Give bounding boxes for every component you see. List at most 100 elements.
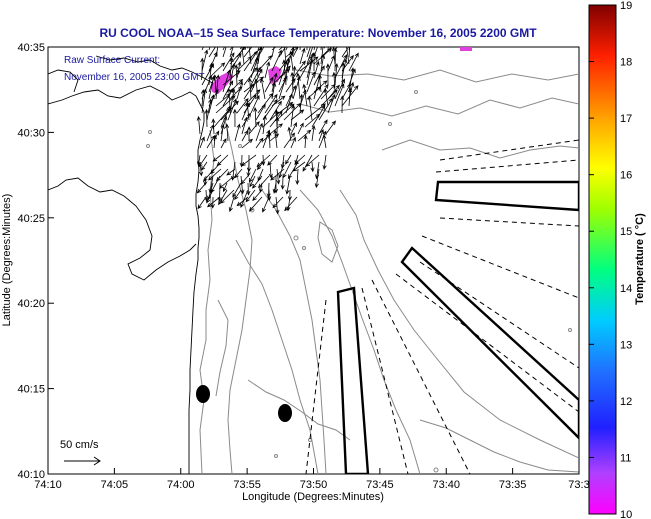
current-vector (208, 51, 218, 72)
current-vector (254, 57, 260, 79)
current-note-line1: Raw Surface Current: (64, 55, 160, 66)
current-vector (285, 154, 292, 165)
current-vector (303, 134, 308, 149)
current-vector (306, 71, 316, 93)
current-vector (234, 64, 239, 86)
current-vector (299, 56, 319, 72)
current-vector (241, 138, 254, 149)
current-vector (314, 168, 320, 189)
current-vector (348, 47, 351, 58)
current-vector (252, 189, 263, 202)
x-tick-label: 74:00 (167, 479, 195, 491)
current-vector (259, 77, 266, 100)
scale-label: 50 cm/s (60, 439, 99, 451)
current-vector (346, 47, 350, 65)
current-vector (295, 168, 300, 185)
current-vector (236, 80, 244, 100)
current-vector (241, 154, 257, 167)
current-vector (299, 93, 304, 114)
coastline (48, 85, 205, 474)
current-vector (236, 196, 249, 207)
current-vector (197, 196, 207, 210)
current-vector (201, 49, 209, 72)
current-vector (240, 175, 249, 185)
current-vector (232, 182, 242, 198)
current-vector (273, 129, 278, 149)
current-vector (236, 56, 253, 72)
current-vector (270, 168, 285, 181)
current-vector (229, 62, 236, 86)
current-vector (275, 116, 280, 135)
current-vector (332, 71, 337, 93)
current-vector (272, 196, 284, 209)
current-vector (267, 130, 272, 149)
current-vector (198, 161, 204, 177)
current-vector (234, 123, 241, 142)
y-tick-label: 40:35 (17, 42, 45, 54)
current-vector (320, 89, 338, 107)
current-vector (271, 49, 282, 72)
current-vector (285, 57, 291, 79)
current-vector (267, 189, 272, 202)
current-vector (292, 47, 299, 58)
current-vector (347, 87, 353, 107)
colorbar-tick-label: 16 (620, 170, 632, 182)
current-vector (305, 154, 320, 167)
current-vector (234, 189, 242, 201)
current-vector (318, 129, 324, 142)
temperature-colorbar: 19 18 17 16 15 14 13 12 11 10 Temperature ( °C) (588, 0, 646, 519)
current-vector (240, 47, 245, 65)
current-vector (264, 76, 274, 93)
current-vector (208, 47, 216, 58)
current-vector (200, 89, 206, 107)
current-vector (318, 119, 328, 135)
current-vector (206, 124, 214, 142)
current-vector (290, 109, 305, 121)
current-vector (236, 97, 249, 114)
current-vector (248, 196, 263, 212)
current-vector (208, 75, 216, 100)
current-vector (241, 130, 249, 142)
current-vector (325, 120, 336, 135)
current-vector (313, 47, 316, 51)
current-vector (334, 47, 338, 51)
current-vector (292, 60, 306, 79)
current-vector (297, 122, 304, 135)
x-tick-label: 74:05 (101, 479, 129, 491)
current-vector (208, 94, 215, 114)
current-vector (278, 77, 287, 100)
current-vector (252, 175, 263, 189)
current-vector (348, 52, 359, 72)
y-axis-label: Latitude (Degrees:Minutes) (1, 194, 13, 327)
plot-frame (47, 46, 580, 475)
x-tick-label: 73:3 (568, 479, 589, 491)
x-tick-label: 73:50 (300, 479, 328, 491)
current-vector (236, 61, 242, 79)
current-vector (201, 88, 208, 114)
current-vector (249, 175, 256, 188)
current-vector (196, 182, 207, 194)
current-vector (250, 94, 260, 114)
current-vector (290, 122, 297, 135)
current-vector (322, 154, 327, 170)
current-vector (243, 83, 255, 100)
current-vector (212, 134, 217, 149)
current-vector (228, 196, 235, 213)
current-vector (320, 47, 325, 65)
colorbar-gradient (588, 4, 617, 515)
current-vector (313, 73, 322, 100)
scale-arrow (64, 456, 101, 466)
current-vector (220, 124, 225, 142)
current-vector (234, 168, 243, 179)
y-tick-label: 40:15 (17, 384, 45, 396)
current-vector (222, 52, 235, 72)
current-vector (306, 58, 314, 86)
current-vector (310, 161, 315, 173)
current-vector (311, 104, 326, 128)
x-axis-label: Longitude (Degrees:Minutes) (242, 491, 384, 503)
current-vector (306, 47, 311, 58)
current-vector (200, 161, 208, 171)
x-tick-label: 73:40 (432, 479, 460, 491)
current-vector (276, 168, 281, 185)
station-marker-1 (196, 385, 210, 403)
